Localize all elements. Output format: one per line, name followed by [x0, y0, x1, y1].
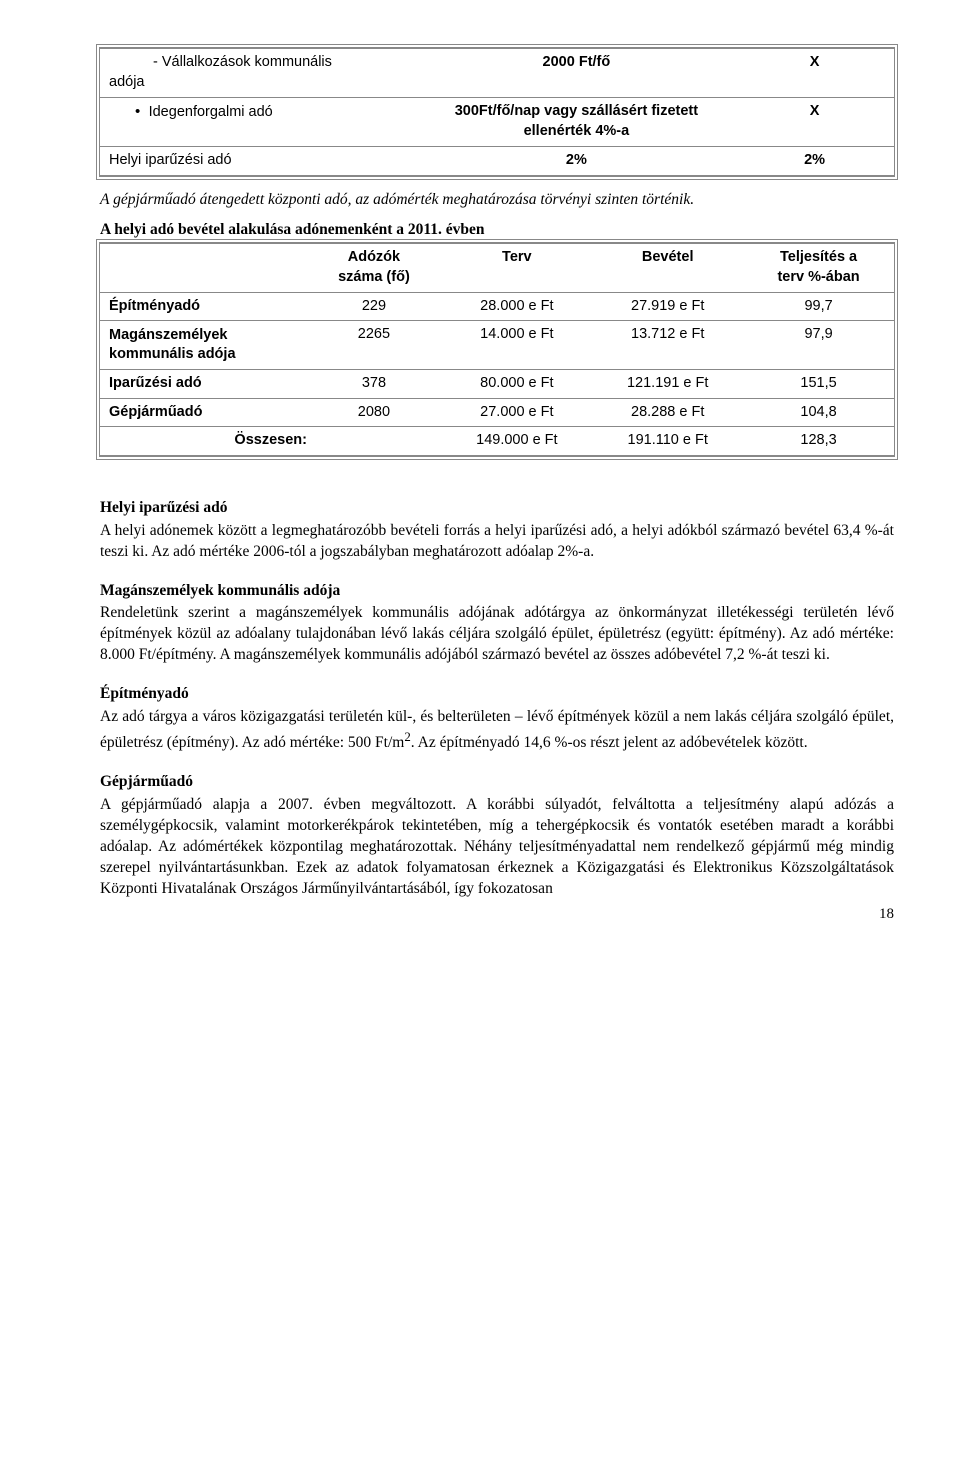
- table-row: Iparűzési adó 378 80.000 e Ft 121.191 e …: [100, 370, 894, 399]
- row-label: Idegenforgalmi adó: [109, 104, 273, 120]
- section-heading: Magánszemélyek kommunális adója: [100, 581, 894, 602]
- cell-value: 2%: [735, 147, 894, 176]
- cell-value: 229: [306, 292, 441, 321]
- cell-value: 28.000 e Ft: [441, 292, 592, 321]
- row-label: Iparűzési adó: [100, 370, 306, 399]
- cell-value: 104,8: [743, 398, 894, 427]
- cell-value: X: [735, 98, 894, 147]
- cell-value: 149.000 e Ft: [441, 427, 592, 456]
- col-header: Teljesítés a terv %-ában: [743, 244, 894, 292]
- page-number: 18: [100, 904, 894, 924]
- cell-value: 99,7: [743, 292, 894, 321]
- table-row: Gépjárműadó 2080 27.000 e Ft 28.288 e Ft…: [100, 398, 894, 427]
- section-heading: Gépjárműadó: [100, 772, 894, 793]
- row-label: Magánszemélyek kommunális adója: [100, 321, 306, 370]
- row-label: Helyi iparűzési adó: [100, 147, 418, 176]
- table-row: Magánszemélyek kommunális adója 2265 14.…: [100, 321, 894, 370]
- bullet-icon: [135, 104, 149, 120]
- cell-value: 2%: [418, 147, 736, 176]
- col-header: Terv: [441, 244, 592, 292]
- col-header: Bevétel: [592, 244, 743, 292]
- tax-revenue-table: Adózók száma (fő) Terv Bevétel Teljesíté…: [100, 243, 894, 455]
- row-label: Építményadó: [100, 292, 306, 321]
- cell-value: 121.191 e Ft: [592, 370, 743, 399]
- col-header: [100, 244, 306, 292]
- cell-value: 2000 Ft/fő: [418, 49, 736, 98]
- dash-icon: [153, 54, 162, 70]
- note-text: A gépjárműadó átengedett központi adó, a…: [100, 190, 894, 211]
- cell-value: 13.712 e Ft: [592, 321, 743, 370]
- cell-value: X: [735, 49, 894, 98]
- total-label: Összesen:: [100, 427, 441, 456]
- row-label: Gépjárműadó: [100, 398, 306, 427]
- cell-value: 191.110 e Ft: [592, 427, 743, 456]
- section-heading: Helyi iparűzési adó: [100, 498, 894, 519]
- cell-value: 28.288 e Ft: [592, 398, 743, 427]
- cell-value: 151,5: [743, 370, 894, 399]
- cell-value: 2080: [306, 398, 441, 427]
- section-heading: Építményadó: [100, 684, 894, 705]
- table-row: Vállalkozások kommunális adója 2000 Ft/f…: [100, 49, 894, 98]
- cell-value: 300Ft/fő/nap vagy szállásért fizetett el…: [418, 98, 736, 147]
- tax-rates-table: Vállalkozások kommunális adója 2000 Ft/f…: [100, 48, 894, 176]
- table-row: Idegenforgalmi adó 300Ft/fő/nap vagy szá…: [100, 98, 894, 147]
- table-row: Helyi iparűzési adó 2% 2%: [100, 147, 894, 176]
- cell-value: 2265: [306, 321, 441, 370]
- section-body: Rendeletünk szerint a magánszemélyek kom…: [100, 603, 894, 666]
- table-header-row: Adózók száma (fő) Terv Bevétel Teljesíté…: [100, 244, 894, 292]
- section-body: A gépjárműadó alapja a 2007. évben megvá…: [100, 795, 894, 900]
- cell-value: 80.000 e Ft: [441, 370, 592, 399]
- row-label: Vállalkozások kommunális: [109, 54, 332, 70]
- cell-value: 27.000 e Ft: [441, 398, 592, 427]
- table-row: Építményadó 229 28.000 e Ft 27.919 e Ft …: [100, 292, 894, 321]
- cell-value: 14.000 e Ft: [441, 321, 592, 370]
- cell-value: 97,9: [743, 321, 894, 370]
- section-body: Az adó tárgya a város közigazgatási terü…: [100, 707, 894, 754]
- cell-value: 378: [306, 370, 441, 399]
- table-total-row: Összesen: 149.000 e Ft 191.110 e Ft 128,…: [100, 427, 894, 456]
- cell-value: 27.919 e Ft: [592, 292, 743, 321]
- section-body: A helyi adónemek között a legmeghatározó…: [100, 521, 894, 563]
- cell-value: 128,3: [743, 427, 894, 456]
- row-sublabel: adója: [109, 73, 409, 93]
- col-header: Adózók száma (fő): [306, 244, 441, 292]
- table-title: A helyi adó bevétel alakulása adónemenké…: [100, 220, 894, 241]
